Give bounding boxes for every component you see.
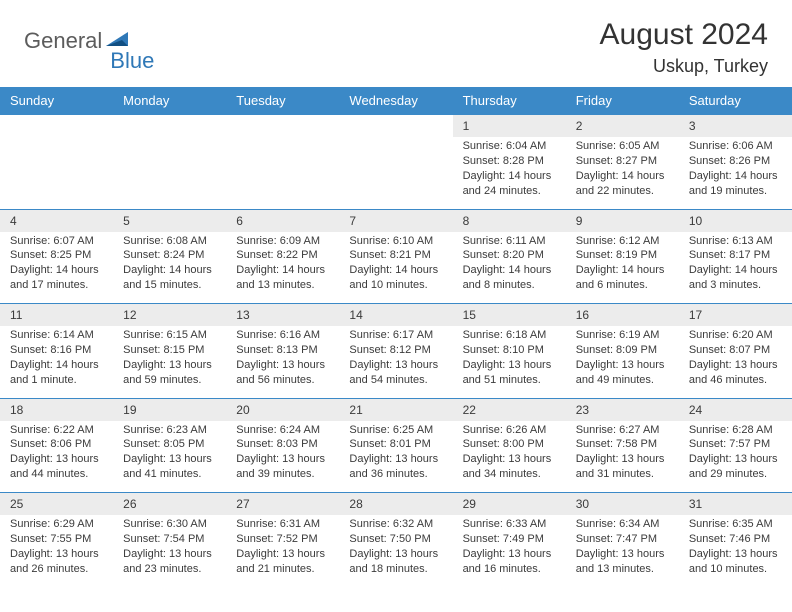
day-detail-row: Sunrise: 6:14 AM Sunset: 8:16 PM Dayligh… — [0, 326, 792, 398]
day-number-cell — [226, 115, 339, 138]
day-number-cell: 14 — [339, 304, 452, 327]
day-number-cell: 17 — [679, 304, 792, 327]
brand-part2: Blue — [110, 48, 154, 74]
day-detail-cell: Sunrise: 6:13 AM Sunset: 8:17 PM Dayligh… — [679, 232, 792, 304]
day-number-cell — [113, 115, 226, 138]
day-number-cell — [0, 115, 113, 138]
day-detail-cell: Sunrise: 6:33 AM Sunset: 7:49 PM Dayligh… — [453, 515, 566, 587]
header: General Blue August 2024 Uskup, Turkey — [0, 0, 792, 87]
brand-logo: General Blue — [24, 18, 154, 64]
day-number-cell: 16 — [566, 304, 679, 327]
day-detail-cell: Sunrise: 6:04 AM Sunset: 8:28 PM Dayligh… — [453, 137, 566, 209]
day-detail-cell: Sunrise: 6:19 AM Sunset: 8:09 PM Dayligh… — [566, 326, 679, 398]
day-detail-row: Sunrise: 6:29 AM Sunset: 7:55 PM Dayligh… — [0, 515, 792, 587]
day-number-cell: 20 — [226, 398, 339, 421]
day-number-cell: 11 — [0, 304, 113, 327]
day-number-cell: 22 — [453, 398, 566, 421]
day-number-cell: 7 — [339, 209, 452, 232]
day-detail-cell: Sunrise: 6:08 AM Sunset: 8:24 PM Dayligh… — [113, 232, 226, 304]
weekday-header: Sunday — [0, 87, 113, 115]
brand-part1: General — [24, 28, 102, 54]
weekday-header: Monday — [113, 87, 226, 115]
weekday-header: Wednesday — [339, 87, 452, 115]
day-number-cell: 25 — [0, 493, 113, 516]
location-label: Uskup, Turkey — [600, 56, 768, 77]
day-number-cell: 8 — [453, 209, 566, 232]
day-number-cell: 29 — [453, 493, 566, 516]
day-detail-cell: Sunrise: 6:23 AM Sunset: 8:05 PM Dayligh… — [113, 421, 226, 493]
day-detail-cell — [113, 137, 226, 209]
weekday-header: Thursday — [453, 87, 566, 115]
day-detail-cell: Sunrise: 6:07 AM Sunset: 8:25 PM Dayligh… — [0, 232, 113, 304]
day-detail-cell: Sunrise: 6:25 AM Sunset: 8:01 PM Dayligh… — [339, 421, 452, 493]
day-detail-cell: Sunrise: 6:27 AM Sunset: 7:58 PM Dayligh… — [566, 421, 679, 493]
day-detail-cell: Sunrise: 6:29 AM Sunset: 7:55 PM Dayligh… — [0, 515, 113, 587]
day-number-cell: 4 — [0, 209, 113, 232]
day-detail-cell: Sunrise: 6:09 AM Sunset: 8:22 PM Dayligh… — [226, 232, 339, 304]
day-number-cell: 19 — [113, 398, 226, 421]
calendar-table: Sunday Monday Tuesday Wednesday Thursday… — [0, 87, 792, 587]
day-detail-cell: Sunrise: 6:20 AM Sunset: 8:07 PM Dayligh… — [679, 326, 792, 398]
day-number-cell: 9 — [566, 209, 679, 232]
day-detail-cell: Sunrise: 6:35 AM Sunset: 7:46 PM Dayligh… — [679, 515, 792, 587]
day-detail-cell: Sunrise: 6:28 AM Sunset: 7:57 PM Dayligh… — [679, 421, 792, 493]
day-number-cell: 21 — [339, 398, 452, 421]
day-detail-cell — [0, 137, 113, 209]
day-number-cell: 27 — [226, 493, 339, 516]
day-detail-cell: Sunrise: 6:10 AM Sunset: 8:21 PM Dayligh… — [339, 232, 452, 304]
day-number-cell: 12 — [113, 304, 226, 327]
day-number-cell: 6 — [226, 209, 339, 232]
weekday-header-row: Sunday Monday Tuesday Wednesday Thursday… — [0, 87, 792, 115]
day-number-cell: 28 — [339, 493, 452, 516]
title-block: August 2024 Uskup, Turkey — [600, 18, 768, 77]
day-detail-cell: Sunrise: 6:22 AM Sunset: 8:06 PM Dayligh… — [0, 421, 113, 493]
weekday-header: Friday — [566, 87, 679, 115]
day-number-cell: 3 — [679, 115, 792, 138]
weekday-header: Saturday — [679, 87, 792, 115]
day-detail-cell: Sunrise: 6:18 AM Sunset: 8:10 PM Dayligh… — [453, 326, 566, 398]
day-detail-row: Sunrise: 6:07 AM Sunset: 8:25 PM Dayligh… — [0, 232, 792, 304]
day-number-cell: 1 — [453, 115, 566, 138]
day-detail-row: Sunrise: 6:22 AM Sunset: 8:06 PM Dayligh… — [0, 421, 792, 493]
day-number-cell — [339, 115, 452, 138]
day-number-cell: 18 — [0, 398, 113, 421]
day-detail-cell: Sunrise: 6:12 AM Sunset: 8:19 PM Dayligh… — [566, 232, 679, 304]
day-detail-row: Sunrise: 6:04 AM Sunset: 8:28 PM Dayligh… — [0, 137, 792, 209]
day-number-row: 45678910 — [0, 209, 792, 232]
day-number-cell: 15 — [453, 304, 566, 327]
day-number-cell: 13 — [226, 304, 339, 327]
day-detail-cell: Sunrise: 6:11 AM Sunset: 8:20 PM Dayligh… — [453, 232, 566, 304]
day-number-row: 25262728293031 — [0, 493, 792, 516]
day-number-cell: 24 — [679, 398, 792, 421]
day-detail-cell: Sunrise: 6:34 AM Sunset: 7:47 PM Dayligh… — [566, 515, 679, 587]
day-detail-cell — [226, 137, 339, 209]
calendar-body: 123Sunrise: 6:04 AM Sunset: 8:28 PM Dayl… — [0, 115, 792, 588]
day-detail-cell: Sunrise: 6:16 AM Sunset: 8:13 PM Dayligh… — [226, 326, 339, 398]
day-number-cell: 5 — [113, 209, 226, 232]
day-detail-cell: Sunrise: 6:30 AM Sunset: 7:54 PM Dayligh… — [113, 515, 226, 587]
day-number-row: 11121314151617 — [0, 304, 792, 327]
weekday-header: Tuesday — [226, 87, 339, 115]
day-number-cell: 2 — [566, 115, 679, 138]
month-title: August 2024 — [600, 18, 768, 52]
day-detail-cell: Sunrise: 6:06 AM Sunset: 8:26 PM Dayligh… — [679, 137, 792, 209]
day-detail-cell: Sunrise: 6:17 AM Sunset: 8:12 PM Dayligh… — [339, 326, 452, 398]
day-number-cell: 31 — [679, 493, 792, 516]
day-detail-cell: Sunrise: 6:24 AM Sunset: 8:03 PM Dayligh… — [226, 421, 339, 493]
day-detail-cell: Sunrise: 6:26 AM Sunset: 8:00 PM Dayligh… — [453, 421, 566, 493]
day-detail-cell: Sunrise: 6:14 AM Sunset: 8:16 PM Dayligh… — [0, 326, 113, 398]
day-detail-cell — [339, 137, 452, 209]
day-number-cell: 10 — [679, 209, 792, 232]
day-detail-cell: Sunrise: 6:31 AM Sunset: 7:52 PM Dayligh… — [226, 515, 339, 587]
day-detail-cell: Sunrise: 6:05 AM Sunset: 8:27 PM Dayligh… — [566, 137, 679, 209]
day-detail-cell: Sunrise: 6:15 AM Sunset: 8:15 PM Dayligh… — [113, 326, 226, 398]
day-detail-cell: Sunrise: 6:32 AM Sunset: 7:50 PM Dayligh… — [339, 515, 452, 587]
day-number-row: 123 — [0, 115, 792, 138]
day-number-cell: 30 — [566, 493, 679, 516]
day-number-cell: 26 — [113, 493, 226, 516]
day-number-row: 18192021222324 — [0, 398, 792, 421]
day-number-cell: 23 — [566, 398, 679, 421]
